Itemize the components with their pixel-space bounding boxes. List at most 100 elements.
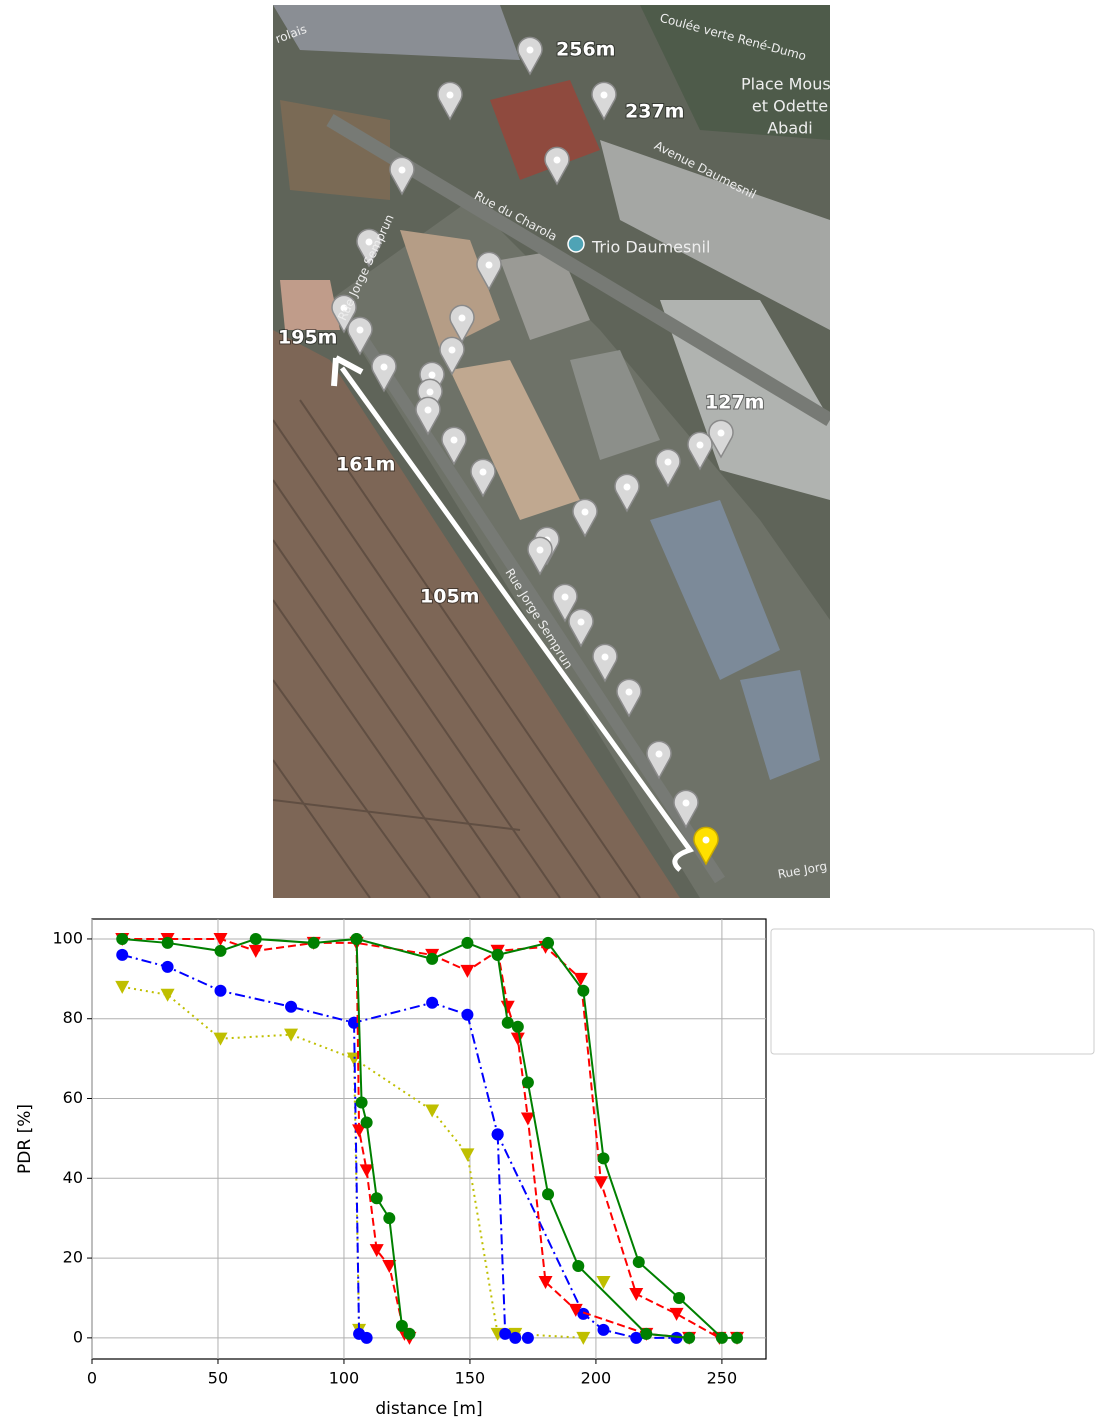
map-pin-dot bbox=[448, 346, 456, 354]
marker bbox=[214, 984, 227, 997]
marker bbox=[538, 1276, 553, 1290]
marker bbox=[350, 932, 363, 945]
x-tick-label: 100 bbox=[329, 1369, 360, 1388]
map-pin bbox=[687, 431, 713, 471]
map-pin-dot bbox=[380, 363, 388, 371]
y-tick-label: 80 bbox=[63, 1008, 83, 1027]
map-pin bbox=[517, 36, 543, 76]
marker bbox=[360, 1116, 373, 1129]
marker bbox=[491, 948, 504, 961]
map-pin bbox=[371, 353, 397, 393]
map-pin bbox=[331, 294, 357, 334]
series-line bbox=[355, 942, 411, 1339]
map-pin bbox=[592, 643, 618, 683]
marker bbox=[213, 932, 228, 946]
map-label: Abadi bbox=[767, 119, 813, 138]
marker bbox=[731, 1331, 744, 1344]
map-pin bbox=[568, 608, 594, 648]
marker bbox=[426, 996, 439, 1009]
marker bbox=[461, 936, 474, 949]
marker bbox=[307, 936, 320, 949]
map-pin-dot bbox=[655, 750, 663, 758]
y-tick-label: 100 bbox=[52, 928, 83, 947]
map-pin bbox=[439, 336, 465, 376]
map-pin-dot bbox=[577, 618, 585, 626]
marker bbox=[597, 1152, 610, 1165]
map-pin bbox=[591, 81, 617, 121]
marker bbox=[640, 1327, 653, 1340]
map-pins bbox=[331, 36, 734, 866]
x-tick-label: 250 bbox=[707, 1369, 738, 1388]
x-tick-label: 150 bbox=[455, 1369, 486, 1388]
marker bbox=[491, 1128, 504, 1141]
map-pin-dot bbox=[600, 91, 608, 99]
map-label: Trio Daumesnil bbox=[591, 238, 710, 257]
place-marker bbox=[567, 235, 585, 253]
marker bbox=[509, 1331, 522, 1344]
map-pin bbox=[476, 251, 502, 291]
marker bbox=[460, 964, 475, 978]
marker bbox=[593, 1176, 608, 1190]
marker bbox=[284, 1028, 299, 1042]
map-label: et Odette bbox=[752, 97, 828, 116]
marker bbox=[352, 1124, 367, 1138]
map-label: 161m bbox=[336, 454, 395, 476]
map-pin-dot bbox=[479, 468, 487, 476]
map-pin-dot bbox=[446, 91, 454, 99]
map-pin bbox=[572, 498, 598, 538]
marker bbox=[715, 1331, 728, 1344]
marker bbox=[116, 948, 129, 961]
map-pin-dot bbox=[340, 304, 348, 312]
map-pin-dot bbox=[424, 406, 432, 414]
map-label: 237m bbox=[625, 101, 684, 123]
map-pin bbox=[614, 473, 640, 513]
plot-frame bbox=[91, 918, 767, 1360]
marker bbox=[521, 1331, 534, 1344]
series-line bbox=[355, 938, 411, 1335]
map-pin bbox=[527, 536, 553, 576]
map-pin-dot bbox=[696, 441, 704, 449]
marker bbox=[630, 1331, 643, 1344]
map-label: 105m bbox=[420, 586, 479, 608]
map-pin bbox=[708, 419, 734, 459]
map-pin-dot bbox=[365, 238, 373, 246]
marker bbox=[360, 1331, 373, 1344]
y-tick-label: 20 bbox=[63, 1248, 83, 1267]
map-pin bbox=[356, 228, 382, 268]
x-tick-label: 200 bbox=[581, 1369, 612, 1388]
series-line bbox=[496, 1134, 528, 1339]
marker bbox=[669, 1307, 684, 1321]
map-pin-dot bbox=[682, 799, 690, 807]
marker bbox=[542, 936, 555, 949]
marker bbox=[369, 1244, 384, 1258]
map-pin-dot bbox=[485, 261, 493, 269]
marker bbox=[673, 1291, 686, 1304]
marker bbox=[359, 1164, 374, 1178]
marker bbox=[577, 984, 590, 997]
map-pin-dot bbox=[553, 156, 561, 164]
marker bbox=[597, 1323, 610, 1336]
marker bbox=[160, 988, 175, 1002]
map-pin-dot bbox=[601, 653, 609, 661]
y-tick-label: 0 bbox=[73, 1327, 83, 1346]
map-pin bbox=[415, 396, 441, 436]
marker bbox=[683, 1331, 696, 1344]
marker bbox=[116, 932, 129, 945]
map-pin-dot bbox=[526, 46, 534, 54]
map-pin bbox=[544, 146, 570, 186]
map-label: 127m bbox=[705, 392, 764, 414]
marker bbox=[248, 944, 263, 958]
marker bbox=[426, 952, 439, 965]
marker bbox=[395, 1319, 408, 1332]
map-label: 256m bbox=[556, 39, 615, 61]
map-pin bbox=[347, 316, 373, 356]
series-line bbox=[121, 953, 677, 1339]
plot-area bbox=[115, 932, 745, 1345]
map-pin bbox=[655, 448, 681, 488]
map-label: Place Mouss bbox=[741, 75, 839, 94]
map-pin-dot bbox=[702, 836, 710, 844]
map-pin-dot bbox=[561, 593, 569, 601]
map-pin-dot bbox=[398, 166, 406, 174]
legend-box bbox=[770, 928, 1095, 1055]
